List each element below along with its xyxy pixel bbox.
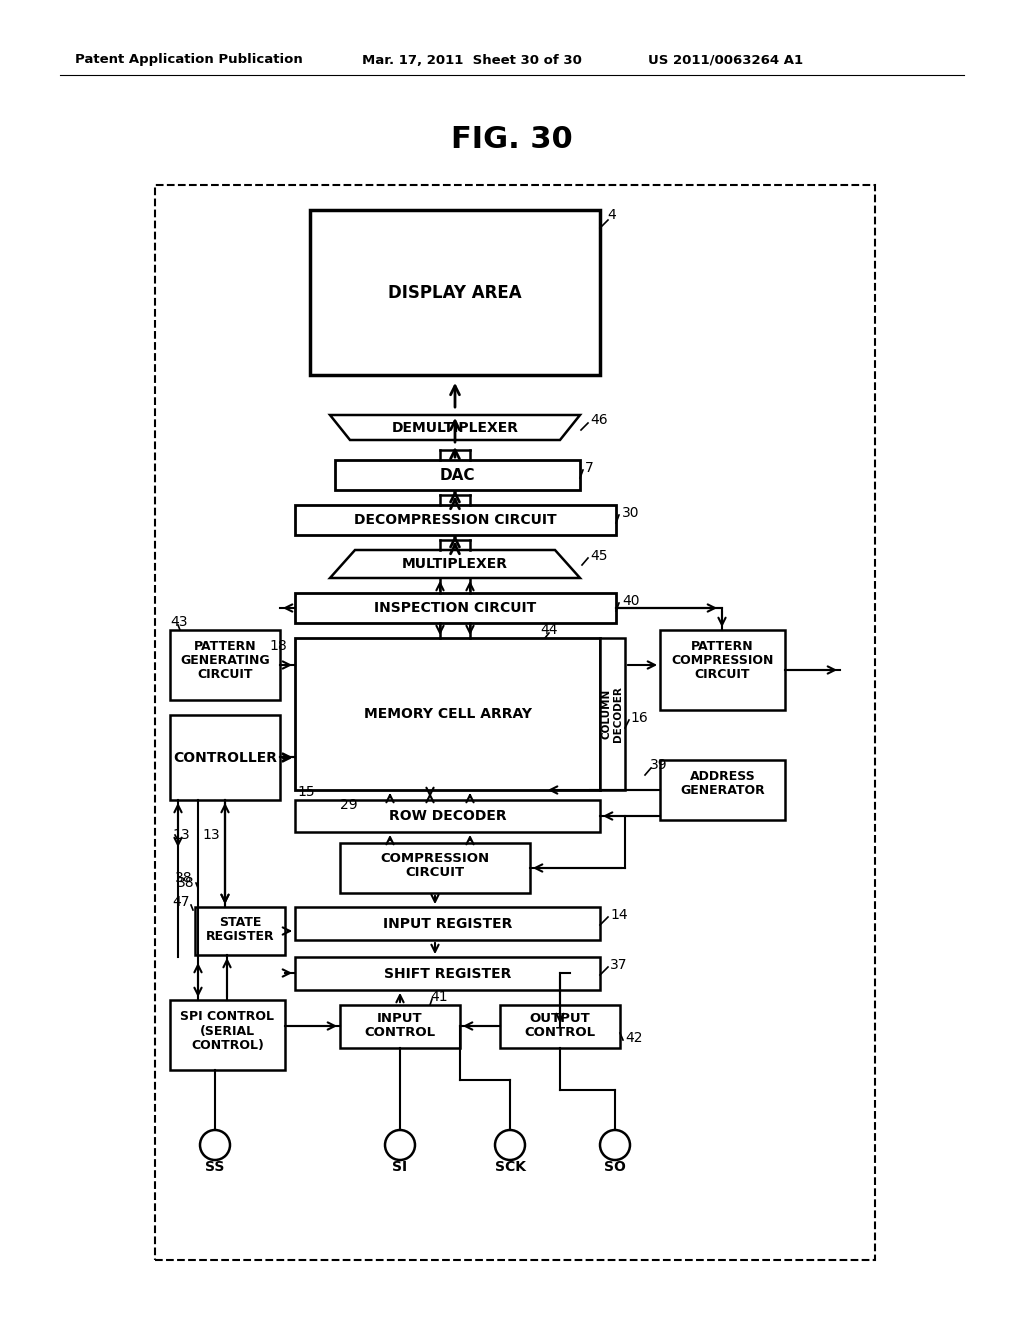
Text: ADDRESS: ADDRESS bbox=[689, 770, 756, 783]
Text: 37: 37 bbox=[610, 958, 628, 972]
Bar bbox=[600, 638, 625, 789]
Text: CONTROL): CONTROL) bbox=[191, 1039, 264, 1052]
Text: MULTIPLEXER: MULTIPLEXER bbox=[402, 557, 508, 572]
Bar bbox=[170, 715, 280, 800]
Text: 7: 7 bbox=[585, 461, 594, 475]
Text: 15: 15 bbox=[297, 785, 314, 799]
Text: SHIFT REGISTER: SHIFT REGISTER bbox=[384, 966, 511, 981]
Text: 14: 14 bbox=[610, 908, 628, 921]
Text: PATTERN: PATTERN bbox=[194, 640, 256, 653]
Bar bbox=[170, 1001, 285, 1071]
Text: 46: 46 bbox=[590, 413, 607, 426]
Text: INPUT REGISTER: INPUT REGISTER bbox=[383, 916, 512, 931]
Bar bbox=[295, 593, 616, 623]
Text: DISPLAY AREA: DISPLAY AREA bbox=[388, 284, 522, 301]
Text: 29: 29 bbox=[340, 799, 357, 812]
Bar bbox=[195, 907, 285, 954]
Bar bbox=[340, 1005, 460, 1048]
Bar bbox=[295, 638, 600, 789]
Text: OUTPUT: OUTPUT bbox=[529, 1012, 591, 1026]
Text: SS: SS bbox=[206, 1160, 224, 1173]
Text: 13: 13 bbox=[203, 828, 220, 842]
Text: Mar. 17, 2011  Sheet 30 of 30: Mar. 17, 2011 Sheet 30 of 30 bbox=[362, 54, 582, 66]
Text: DECOMPRESSION CIRCUIT: DECOMPRESSION CIRCUIT bbox=[354, 513, 557, 527]
Bar bbox=[170, 630, 280, 700]
Text: 44: 44 bbox=[540, 623, 557, 638]
Bar bbox=[660, 760, 785, 820]
Text: CONTROL: CONTROL bbox=[524, 1027, 596, 1040]
Text: CONTROLLER: CONTROLLER bbox=[173, 751, 278, 764]
Text: 38: 38 bbox=[175, 871, 193, 884]
Bar bbox=[295, 957, 600, 990]
Bar bbox=[295, 800, 600, 832]
Circle shape bbox=[600, 1130, 630, 1160]
Text: 40: 40 bbox=[622, 594, 640, 609]
Bar bbox=[310, 210, 600, 375]
Text: INSPECTION CIRCUIT: INSPECTION CIRCUIT bbox=[375, 601, 537, 615]
Text: INPUT: INPUT bbox=[377, 1012, 423, 1026]
Bar bbox=[155, 185, 874, 1261]
Text: GENERATING: GENERATING bbox=[180, 655, 269, 668]
Text: SPI CONTROL: SPI CONTROL bbox=[180, 1011, 274, 1023]
Text: ROW DECODER: ROW DECODER bbox=[389, 809, 506, 822]
Text: PATTERN: PATTERN bbox=[691, 640, 754, 653]
Text: CIRCUIT: CIRCUIT bbox=[198, 668, 253, 681]
Text: 30: 30 bbox=[622, 506, 640, 520]
Text: SI: SI bbox=[392, 1160, 408, 1173]
Text: Patent Application Publication: Patent Application Publication bbox=[75, 54, 303, 66]
Text: SO: SO bbox=[604, 1160, 626, 1173]
Polygon shape bbox=[330, 550, 580, 578]
Text: STATE: STATE bbox=[219, 916, 261, 929]
Circle shape bbox=[495, 1130, 525, 1160]
Text: DEMULTIPLEXER: DEMULTIPLEXER bbox=[391, 421, 518, 434]
Text: 47: 47 bbox=[172, 895, 190, 909]
Text: 39: 39 bbox=[650, 758, 668, 772]
Bar bbox=[340, 843, 530, 894]
Text: MEMORY CELL ARRAY: MEMORY CELL ARRAY bbox=[364, 708, 531, 721]
Text: FIG. 30: FIG. 30 bbox=[452, 125, 572, 154]
Text: 13: 13 bbox=[172, 828, 189, 842]
Bar bbox=[660, 630, 785, 710]
Polygon shape bbox=[330, 414, 580, 440]
Bar bbox=[500, 1005, 620, 1048]
Text: 41: 41 bbox=[430, 990, 447, 1005]
Text: 45: 45 bbox=[590, 549, 607, 564]
Circle shape bbox=[200, 1130, 230, 1160]
Text: DAC: DAC bbox=[439, 467, 475, 483]
Text: 18: 18 bbox=[269, 639, 287, 653]
Text: COLUMN
DECODER: COLUMN DECODER bbox=[602, 686, 624, 742]
Text: 4: 4 bbox=[607, 209, 616, 222]
Text: 16: 16 bbox=[630, 711, 648, 725]
Bar bbox=[295, 907, 600, 940]
Text: COMPRESSION: COMPRESSION bbox=[672, 655, 774, 668]
Circle shape bbox=[385, 1130, 415, 1160]
Text: 42: 42 bbox=[625, 1031, 642, 1045]
Text: 43: 43 bbox=[170, 615, 187, 630]
Text: 38: 38 bbox=[177, 876, 195, 890]
Bar bbox=[335, 459, 580, 490]
Text: SCK: SCK bbox=[495, 1160, 525, 1173]
Text: US 2011/0063264 A1: US 2011/0063264 A1 bbox=[648, 54, 803, 66]
Text: REGISTER: REGISTER bbox=[206, 931, 274, 944]
Bar bbox=[295, 506, 616, 535]
Text: GENERATOR: GENERATOR bbox=[680, 784, 765, 796]
Text: COMPRESSION: COMPRESSION bbox=[381, 853, 489, 866]
Text: (SERIAL: (SERIAL bbox=[200, 1024, 255, 1038]
Text: CIRCUIT: CIRCUIT bbox=[694, 668, 751, 681]
Text: CIRCUIT: CIRCUIT bbox=[406, 866, 465, 879]
Text: CONTROL: CONTROL bbox=[365, 1027, 435, 1040]
